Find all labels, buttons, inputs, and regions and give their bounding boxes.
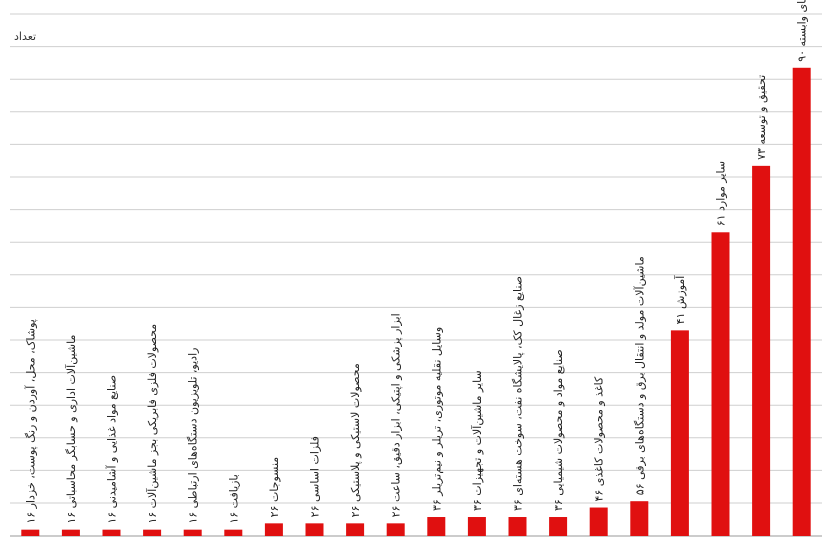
bar: [549, 517, 568, 536]
category-label: ۳۶ وسایل نقلیه موتوری، تریلر و نیم‌تریلر: [430, 327, 443, 511]
category-label: ۱۶ پوشاک، محل، آوردن و رنگ پوست، خزدار: [23, 319, 37, 524]
category-label: ۲۶ منسوجات: [268, 457, 281, 518]
bar: [386, 523, 405, 536]
bar: [630, 501, 649, 536]
bar: [143, 529, 162, 536]
category-label: ۲۶ ابزار پزشکی و اپتیکی، ابزار دقیق، ساع…: [390, 313, 404, 517]
bar: [792, 67, 811, 537]
category-label: ۱۶ صنایع مواد غذایی و آشامیدنی: [105, 375, 119, 524]
bar: [264, 523, 283, 536]
category-label: ۱۶ محصولات فلزی فابریکی بجز ماشین‌آلات: [145, 324, 159, 524]
bars-group: [21, 67, 811, 537]
bar: [670, 330, 689, 536]
category-label: ۲۶ محصولات لاستیکی و پلاستیکی: [349, 363, 362, 517]
bar: [21, 529, 40, 536]
category-label: ۱۶ ماشین‌آلات اداری و حسابگر محاسباتی: [64, 335, 78, 524]
bar: [305, 523, 324, 536]
bar: [346, 523, 365, 536]
bar: [61, 529, 80, 536]
bar: [224, 529, 243, 536]
category-label: ۲۶ فلزات اساسی: [309, 436, 322, 517]
category-label: ۵۶ ماشین‌آلات مولد و انتقال برق و دستگاه…: [632, 256, 646, 495]
bar: [711, 232, 730, 537]
category-label: ۳۶ صنایع مواد و محصولات شیمیایی: [552, 349, 565, 511]
category-label: ۹۰ کامپیوتر و فعالیت‌های وابسته: [796, 0, 809, 62]
bar: [589, 507, 608, 536]
bar: [183, 529, 202, 536]
bar: [508, 517, 527, 536]
category-label: ۴۶ کاغذ و محصولات کاغذی: [593, 376, 606, 502]
y-axis-label: تعداد: [14, 30, 36, 43]
category-label: ۱۶ بازیافت: [227, 474, 240, 524]
category-label: ۱۶ رادیو، تلویزیون دستگاه‌های ارتباطی: [187, 348, 200, 524]
bar: [752, 165, 771, 536]
category-label: ۳۶ صنایع زغال کک، پالایشگاه نفت، سوخت هس…: [512, 276, 525, 511]
category-label: ۷۳ تحقیق و توسعه: [755, 75, 769, 160]
bar: [102, 529, 121, 536]
bar: [467, 517, 486, 536]
category-label: ۳۶ سایر ماشین‌آلات و تجهیزات: [470, 370, 484, 511]
category-labels-group: ۱۶ پوشاک، محل، آوردن و رنگ پوست، خزدار ۱۶…: [23, 0, 808, 524]
bar: [427, 517, 446, 536]
category-label: ۴۱ آموزش: [673, 275, 687, 325]
category-label: ۶۱ سایر موارد: [715, 161, 728, 226]
